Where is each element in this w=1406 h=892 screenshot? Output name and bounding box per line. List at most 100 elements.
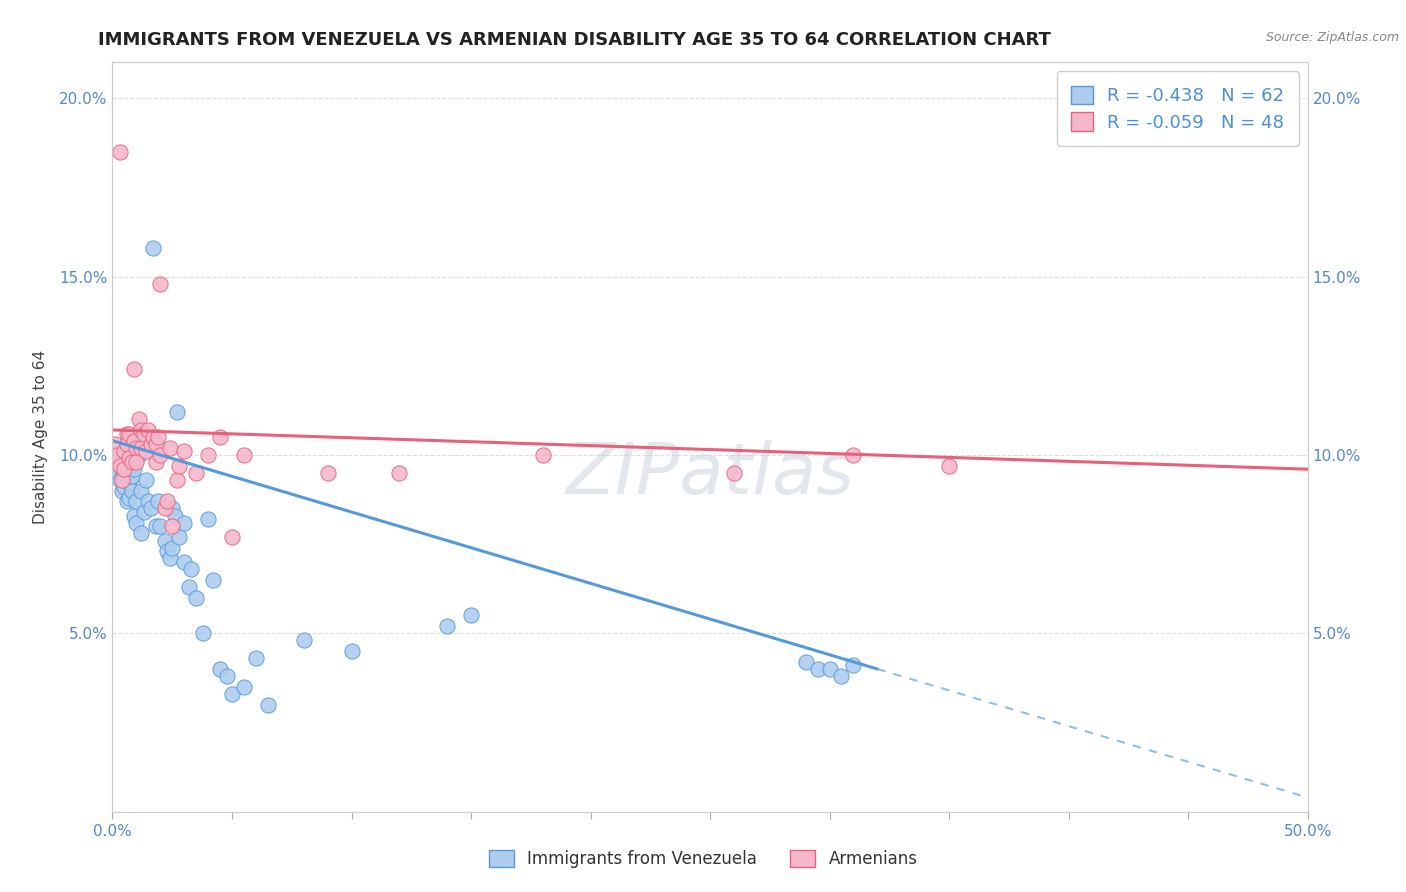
Point bbox=[129, 423, 152, 437]
Point bbox=[132, 426, 155, 441]
Point bbox=[388, 466, 411, 480]
Point bbox=[114, 480, 135, 494]
Point bbox=[125, 516, 148, 530]
Point bbox=[114, 462, 135, 476]
Point bbox=[938, 458, 960, 473]
Point bbox=[166, 473, 188, 487]
Point bbox=[233, 680, 256, 694]
Point bbox=[831, 669, 853, 683]
Point bbox=[121, 483, 143, 498]
Point bbox=[135, 473, 157, 487]
Point bbox=[149, 448, 172, 462]
Point bbox=[145, 519, 167, 533]
Legend: Immigrants from Venezuela, Armenians: Immigrants from Venezuela, Armenians bbox=[482, 843, 924, 875]
Point bbox=[108, 448, 131, 462]
Point bbox=[257, 698, 280, 712]
Text: IMMIGRANTS FROM VENEZUELA VS ARMENIAN DISABILITY AGE 35 TO 64 CORRELATION CHART: IMMIGRANTS FROM VENEZUELA VS ARMENIAN DI… bbox=[98, 31, 1052, 49]
Point bbox=[166, 405, 188, 419]
Point bbox=[156, 494, 179, 508]
Point bbox=[104, 437, 127, 451]
Point bbox=[142, 430, 165, 444]
Point bbox=[118, 491, 141, 505]
Point bbox=[794, 655, 817, 669]
Point bbox=[146, 430, 169, 444]
Point bbox=[173, 444, 195, 458]
Point bbox=[807, 662, 830, 676]
Point bbox=[114, 473, 135, 487]
Point bbox=[531, 448, 554, 462]
Point bbox=[153, 501, 176, 516]
Point bbox=[818, 662, 841, 676]
Point bbox=[129, 526, 152, 541]
Point bbox=[145, 437, 167, 451]
Y-axis label: Disability Age 35 to 64: Disability Age 35 to 64 bbox=[34, 350, 48, 524]
Point bbox=[159, 551, 181, 566]
Point bbox=[156, 544, 179, 558]
Point bbox=[186, 591, 208, 605]
Point bbox=[145, 455, 167, 469]
Point bbox=[193, 626, 215, 640]
Point bbox=[115, 426, 138, 441]
Point bbox=[316, 466, 339, 480]
Point bbox=[115, 437, 138, 451]
Point bbox=[105, 455, 128, 469]
Point bbox=[139, 501, 162, 516]
Legend: R = -0.438   N = 62, R = -0.059   N = 48: R = -0.438 N = 62, R = -0.059 N = 48 bbox=[1056, 71, 1299, 146]
Point bbox=[217, 669, 239, 683]
Point bbox=[128, 412, 150, 426]
Point bbox=[146, 494, 169, 508]
Point bbox=[149, 519, 172, 533]
Point bbox=[292, 633, 315, 648]
Point bbox=[111, 462, 134, 476]
Point bbox=[169, 530, 191, 544]
Point bbox=[114, 444, 135, 458]
Point bbox=[173, 555, 195, 569]
Point bbox=[233, 448, 256, 462]
Point bbox=[138, 494, 160, 508]
Point bbox=[105, 448, 128, 462]
Point bbox=[122, 434, 145, 448]
Point bbox=[122, 362, 145, 376]
Point bbox=[118, 426, 141, 441]
Point bbox=[105, 455, 128, 469]
Point bbox=[125, 455, 148, 469]
Text: ZIPatlas: ZIPatlas bbox=[565, 440, 855, 509]
Point bbox=[723, 466, 745, 480]
Point bbox=[115, 494, 138, 508]
Point bbox=[118, 451, 141, 466]
Point bbox=[245, 651, 267, 665]
Point bbox=[105, 466, 128, 480]
Point bbox=[163, 508, 186, 523]
Point bbox=[173, 516, 195, 530]
Point bbox=[138, 423, 160, 437]
Point bbox=[201, 573, 224, 587]
Point bbox=[125, 494, 148, 508]
Point bbox=[436, 619, 458, 633]
Point bbox=[162, 501, 183, 516]
Point bbox=[108, 458, 131, 473]
Point bbox=[842, 448, 865, 462]
Point bbox=[115, 466, 138, 480]
Point bbox=[114, 455, 135, 469]
Point bbox=[142, 241, 165, 255]
Point bbox=[221, 530, 243, 544]
Point bbox=[169, 458, 191, 473]
Point bbox=[108, 145, 131, 159]
Point bbox=[125, 441, 148, 455]
Point bbox=[153, 533, 176, 548]
Point bbox=[197, 512, 219, 526]
Point bbox=[132, 505, 155, 519]
Point bbox=[162, 541, 183, 555]
Point bbox=[118, 476, 141, 491]
Point bbox=[460, 608, 482, 623]
Point bbox=[209, 430, 232, 444]
Point bbox=[111, 473, 134, 487]
Point bbox=[128, 448, 150, 462]
Point bbox=[177, 580, 200, 594]
Point bbox=[122, 508, 145, 523]
Point bbox=[121, 469, 143, 483]
Point bbox=[139, 437, 162, 451]
Point bbox=[159, 441, 181, 455]
Point bbox=[842, 658, 865, 673]
Point bbox=[149, 277, 172, 291]
